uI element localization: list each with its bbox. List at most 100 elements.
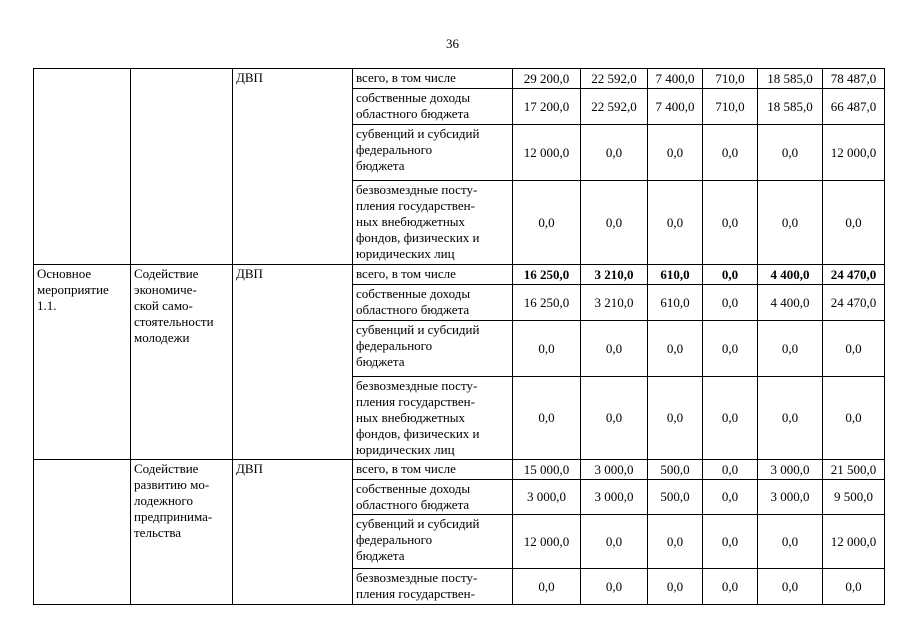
value-cell: 16 250,0 — [512, 284, 581, 321]
table-row: собственные доходы областного бюджета 3 … — [34, 479, 885, 515]
value-cell: 24 470,0 — [822, 264, 885, 285]
value-cell: 0,0 — [702, 459, 758, 480]
table-row: безвозмездные посту- пления государствен… — [34, 376, 885, 460]
value-cell: 0,0 — [702, 514, 758, 569]
value-cell: 0,0 — [822, 320, 885, 377]
activity-name-cell: Содействие развитию мо- лодежного предпр… — [130, 459, 233, 605]
table-row: Содействие развитию мо- лодежного предпр… — [33, 459, 885, 605]
value-cell: 4 400,0 — [757, 264, 823, 285]
value-cell: 15 000,0 — [512, 459, 581, 480]
value-cell: 0,0 — [702, 376, 758, 460]
value-cell: 0,0 — [757, 568, 823, 605]
value-cell: 0,0 — [822, 180, 885, 265]
activity-name-cell: Содействие экономиче- ской само- стоятел… — [130, 264, 233, 460]
value-cell: 3 000,0 — [757, 459, 823, 480]
row-label: собственные доходы областного бюджета — [352, 284, 513, 321]
table-row: субвенций и субсидий федерального бюджет… — [34, 320, 885, 377]
value-cell: 0,0 — [702, 320, 758, 377]
value-cell: 710,0 — [702, 68, 758, 89]
value-cell: 0,0 — [822, 568, 885, 605]
value-cell: 0,0 — [512, 320, 581, 377]
value-cell: 0,0 — [580, 180, 648, 265]
value-cell: 7 400,0 — [647, 68, 703, 89]
value-cell: 0,0 — [512, 376, 581, 460]
value-cell: 0,0 — [757, 180, 823, 265]
row-label: субвенций и субсидий федерального бюджет… — [352, 514, 513, 569]
row-label: собственные доходы областного бюджета — [352, 479, 513, 515]
table-row: Основное мероприятие 1.1. Содействие эко… — [33, 264, 885, 460]
table-row: субвенций и субсидий федерального бюджет… — [34, 514, 885, 569]
value-cell: 0,0 — [702, 124, 758, 181]
value-cell: 22 592,0 — [580, 88, 648, 125]
value-cell: 3 000,0 — [757, 479, 823, 515]
row-label: субвенций и субсидий федерального бюджет… — [352, 320, 513, 377]
value-cell: 0,0 — [757, 514, 823, 569]
value-cell: 0,0 — [512, 180, 581, 265]
value-cell: 0,0 — [702, 284, 758, 321]
value-cell: 4 400,0 — [757, 284, 823, 321]
value-cell: 0,0 — [702, 264, 758, 285]
value-cell: 21 500,0 — [822, 459, 885, 480]
row-label: собственные доходы областного бюджета — [352, 88, 513, 125]
value-cell: 610,0 — [647, 284, 703, 321]
value-cell: 78 487,0 — [822, 68, 885, 89]
value-cell: 0,0 — [580, 124, 648, 181]
value-cell: 18 585,0 — [757, 88, 823, 125]
value-cell: 500,0 — [647, 459, 703, 480]
row-label: субвенций и субсидий федерального бюджет… — [352, 124, 513, 181]
executor-cell: ДВП — [232, 68, 353, 265]
executor-cell: ДВП — [232, 459, 353, 605]
value-cell: 0,0 — [580, 568, 648, 605]
budget-table: ДВП всего, в том числе 29 200,0 22 592,0… — [33, 68, 885, 605]
value-cell: 17 200,0 — [512, 88, 581, 125]
row-label: безвозмездные посту- пления государствен… — [352, 568, 513, 605]
value-cell: 7 400,0 — [647, 88, 703, 125]
value-cell: 0,0 — [647, 376, 703, 460]
value-cell: 3 210,0 — [580, 284, 648, 321]
value-cell: 0,0 — [757, 376, 823, 460]
value-cell: 0,0 — [647, 180, 703, 265]
value-cell: 12 000,0 — [512, 514, 581, 569]
value-cell: 0,0 — [580, 376, 648, 460]
row-label: безвозмездные посту- пления государствен… — [352, 376, 513, 460]
value-cell: 22 592,0 — [580, 68, 648, 89]
value-cell: 0,0 — [822, 376, 885, 460]
value-cell: 0,0 — [702, 180, 758, 265]
value-cell: 3 000,0 — [580, 459, 648, 480]
row-label: всего, в том числе — [352, 459, 513, 480]
value-cell: 12 000,0 — [822, 514, 885, 569]
table-row: собственные доходы областного бюджета 17… — [34, 88, 885, 125]
executor-cell: ДВП — [232, 264, 353, 460]
value-cell: 0,0 — [647, 124, 703, 181]
value-cell: 12 000,0 — [512, 124, 581, 181]
activity-name-cell — [130, 68, 233, 265]
value-cell: 0,0 — [647, 320, 703, 377]
table-row: ДВП всего, в том числе 29 200,0 22 592,0… — [33, 68, 885, 265]
value-cell: 66 487,0 — [822, 88, 885, 125]
value-cell: 0,0 — [757, 320, 823, 377]
value-cell: 0,0 — [757, 124, 823, 181]
value-cell: 710,0 — [702, 88, 758, 125]
table-row: субвенций и субсидий федерального бюджет… — [34, 124, 885, 181]
value-cell: 29 200,0 — [512, 68, 581, 89]
value-cell: 0,0 — [702, 568, 758, 605]
table-row: безвозмездные посту- пления государствен… — [34, 180, 885, 265]
value-cell: 0,0 — [580, 320, 648, 377]
table-row: безвозмездные посту- пления государствен… — [34, 568, 885, 605]
row-label: всего, в том числе — [352, 68, 513, 89]
value-cell: 0,0 — [580, 514, 648, 569]
value-cell: 500,0 — [647, 479, 703, 515]
value-cell: 610,0 — [647, 264, 703, 285]
value-cell: 12 000,0 — [822, 124, 885, 181]
value-cell: 18 585,0 — [757, 68, 823, 89]
row-label: безвозмездные посту- пления государствен… — [352, 180, 513, 265]
row-label: всего, в том числе — [352, 264, 513, 285]
value-cell: 3 000,0 — [580, 479, 648, 515]
value-cell: 9 500,0 — [822, 479, 885, 515]
main-activity-cell: Основное мероприятие 1.1. — [33, 264, 131, 460]
value-cell: 0,0 — [702, 479, 758, 515]
value-cell: 0,0 — [647, 568, 703, 605]
table-row: собственные доходы областного бюджета 16… — [34, 284, 885, 321]
value-cell: 16 250,0 — [512, 264, 581, 285]
page-number: 36 — [446, 36, 459, 51]
